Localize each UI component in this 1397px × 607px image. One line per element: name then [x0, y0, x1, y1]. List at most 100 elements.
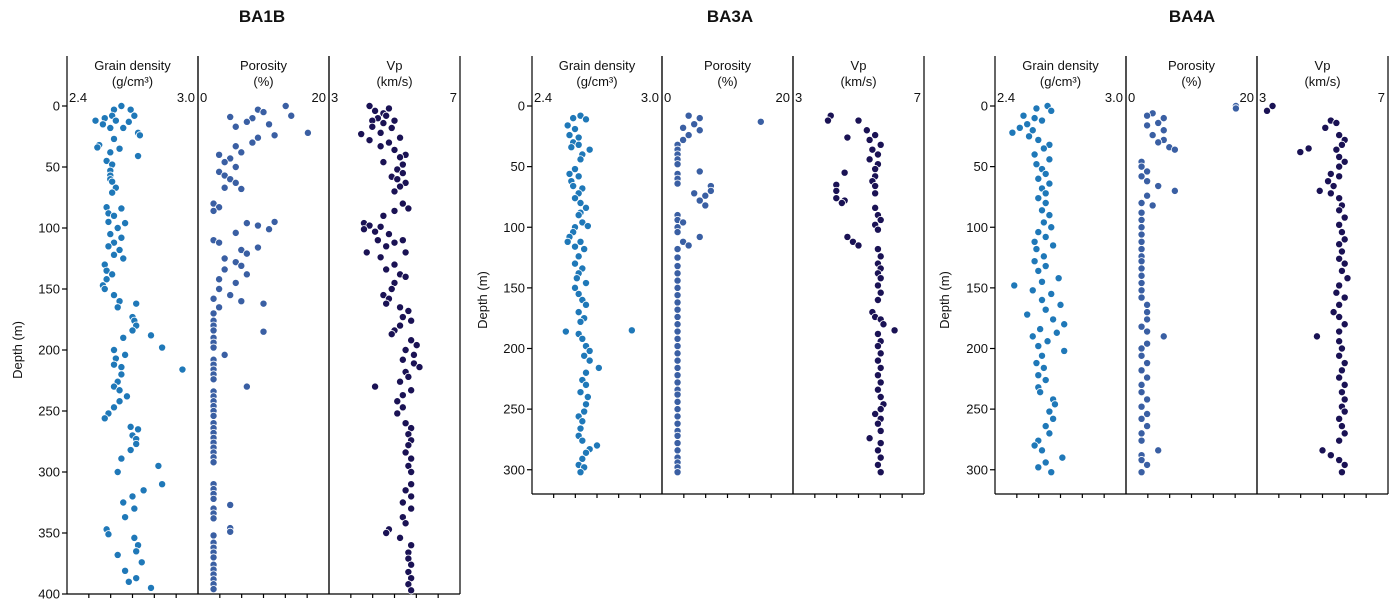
data-point [398, 169, 407, 178]
data-point [571, 194, 580, 203]
data-point [832, 194, 841, 203]
data-point [407, 480, 416, 489]
data-point [371, 106, 380, 115]
data-point [565, 131, 574, 140]
data-point [873, 385, 882, 394]
data-point [209, 206, 218, 215]
data-point [226, 291, 235, 300]
data-point [569, 114, 578, 123]
data-point [401, 486, 410, 495]
data-point [134, 425, 143, 434]
data-point [365, 136, 374, 145]
data-point [154, 461, 163, 470]
x-tick-label: 2.4 [534, 90, 552, 105]
data-point [1335, 436, 1344, 445]
data-point [1143, 177, 1152, 186]
data-point [865, 155, 874, 164]
data-point [701, 191, 710, 200]
x-tick-label: 20 [776, 90, 790, 105]
data-point [1340, 259, 1349, 268]
data-point [876, 468, 885, 477]
data-point [1159, 126, 1168, 135]
data-point [1032, 359, 1041, 368]
x-tick-label: 3.0 [177, 90, 195, 105]
data-point [390, 206, 399, 215]
data-point [673, 439, 682, 448]
data-point [1340, 395, 1349, 404]
data-point [237, 184, 246, 193]
y-axis-label: Depth (m) [475, 271, 490, 329]
x-tick-label: 7 [914, 90, 921, 105]
data-point [1049, 241, 1058, 250]
data-point [1060, 346, 1069, 355]
data-point [382, 111, 391, 120]
data-point [1335, 254, 1344, 263]
data-point [110, 345, 119, 354]
data-point [231, 228, 240, 237]
data-point [873, 446, 882, 455]
data-point [1137, 257, 1146, 266]
data-point [231, 122, 240, 131]
data-point [1032, 245, 1041, 254]
data-point [108, 177, 117, 186]
data-point [407, 504, 416, 513]
panel-unit: (km/s) [376, 74, 412, 89]
data-point [401, 178, 410, 187]
data-point [365, 221, 374, 230]
data-point [673, 298, 682, 307]
data-point [1335, 456, 1344, 465]
y-tick-label: 200 [966, 341, 988, 356]
y-tick-label: 250 [38, 404, 60, 419]
data-point [1143, 167, 1152, 176]
data-point [1039, 252, 1048, 261]
x-tick-label: 0 [1128, 90, 1135, 105]
data-point [876, 252, 885, 261]
data-point [1034, 228, 1043, 237]
y-tick-label: 200 [38, 343, 60, 358]
data-point [1335, 162, 1344, 171]
data-point [1231, 104, 1240, 113]
data-point [287, 111, 296, 120]
data-point [1332, 288, 1341, 297]
data-point [1025, 132, 1034, 141]
data-point [1137, 271, 1146, 280]
data-point [673, 283, 682, 292]
data-point [401, 419, 410, 428]
data-point [574, 289, 583, 298]
data-point [1143, 409, 1152, 418]
data-point [1137, 223, 1146, 232]
data-point [404, 372, 413, 381]
data-point [871, 182, 880, 191]
data-point [126, 422, 135, 431]
data-point [1030, 237, 1039, 246]
x-tick-label: 3.0 [641, 90, 659, 105]
panel-porosity: Porosity(%) 0 20 [1125, 56, 1258, 498]
data-point [415, 363, 424, 372]
data-point [1337, 266, 1346, 275]
data-point [876, 215, 885, 224]
data-point [1045, 155, 1054, 164]
data-point [398, 236, 407, 245]
data-point [98, 120, 107, 129]
data-point [119, 333, 128, 342]
data-point [876, 405, 885, 414]
data-point [1137, 230, 1146, 239]
panel-porosity: Porosity(%) 0 20 [197, 56, 330, 598]
data-point [865, 135, 874, 144]
data-point [695, 167, 704, 176]
data-point [1041, 262, 1050, 271]
data-point [1049, 315, 1058, 324]
data-point [1324, 177, 1333, 186]
data-point [303, 128, 312, 137]
data-point [132, 439, 141, 448]
data-point [231, 142, 240, 151]
data-point [1337, 247, 1346, 256]
data-point [1137, 237, 1146, 246]
chart-title: BA4A [1169, 7, 1215, 26]
data-point [690, 120, 699, 129]
data-point [876, 288, 885, 297]
data-point [868, 145, 877, 154]
data-point [1143, 308, 1152, 317]
